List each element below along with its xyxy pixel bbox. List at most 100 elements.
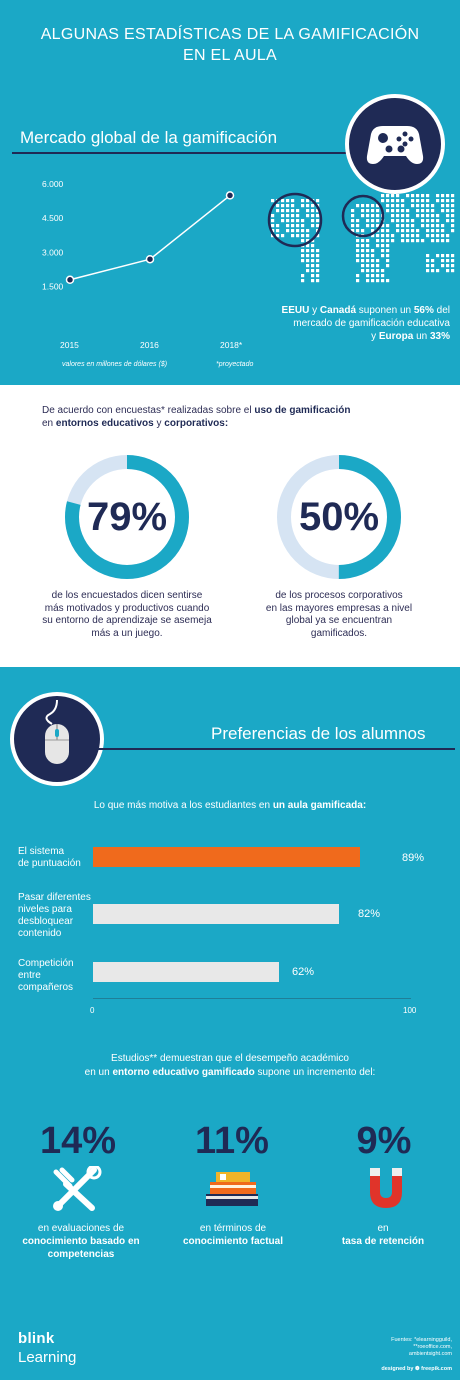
map-dot (411, 224, 415, 228)
map-dot (431, 209, 435, 213)
bar-axis (93, 998, 411, 999)
map-dot (366, 239, 370, 243)
map-dot (291, 214, 295, 218)
map-dot (436, 254, 440, 258)
map-dot (281, 209, 285, 213)
bar-label-line: El sistema (18, 846, 65, 857)
map-dot (446, 214, 450, 218)
map-dot (316, 264, 320, 268)
map-dot (381, 239, 385, 243)
map-dot (281, 214, 285, 218)
map-dot (311, 259, 315, 263)
map-dot (451, 259, 455, 263)
europe-highlight (341, 194, 385, 238)
map-dot (386, 199, 390, 203)
stat-14-value: 14% (39, 1120, 117, 1162)
map-dot (441, 209, 445, 213)
map-dot (381, 229, 385, 233)
studies-intro-d: supone un incremento del: (254, 1067, 376, 1078)
map-dot (301, 279, 305, 283)
map-dot (446, 194, 450, 198)
map-dot (366, 269, 370, 273)
map-dot (301, 199, 305, 203)
north-america-highlight (267, 192, 323, 248)
map-dot (361, 239, 365, 243)
map-dot (451, 229, 455, 233)
map-dot (311, 224, 315, 228)
map-dot (376, 204, 380, 208)
map-text-suponen: suponen un (356, 305, 414, 316)
map-dot (421, 194, 425, 198)
survey-intro-f: corporativos: (164, 418, 229, 429)
map-dot (301, 234, 305, 238)
map-dot (381, 194, 385, 198)
ring-79-caption: de los encuestados dicen sentirse más mo… (22, 590, 232, 640)
bar-label-line: compañeros (18, 982, 74, 993)
y-tick-label: 3.000 (42, 247, 64, 257)
map-dot (386, 259, 390, 263)
bar-label-line: Pasar diferentes (18, 892, 91, 903)
map-dot (396, 224, 400, 228)
map-dot (381, 224, 385, 228)
map-dot (371, 204, 375, 208)
map-dot (431, 219, 435, 223)
map-dot (441, 239, 445, 243)
ring-79-caption-line: de los encuestados dicen sentirse (51, 590, 203, 601)
map-dot (311, 264, 315, 268)
map-dot (421, 219, 425, 223)
map-dot (366, 214, 370, 218)
blink-logo: blink (18, 1330, 55, 1347)
map-dot (316, 254, 320, 258)
source-line: **roeoffice.com, (413, 1344, 452, 1350)
map-dot (401, 234, 405, 238)
map-dot (316, 274, 320, 278)
map-dot (431, 259, 435, 263)
bar-label-niveles: Pasar diferentes niveles para desbloquea… (18, 892, 98, 940)
stat-11-caption-line2: conocimiento factual (182, 1236, 283, 1247)
world-map (267, 192, 455, 283)
map-dot (376, 259, 380, 263)
map-dot (281, 204, 285, 208)
map-dot (426, 214, 430, 218)
map-dot (426, 259, 430, 263)
map-dot (401, 229, 405, 233)
line-point (65, 275, 75, 285)
map-dot (356, 224, 360, 228)
map-dot (311, 204, 315, 208)
map-dot (386, 209, 390, 213)
ring-50-caption-line: en las mayores empresas a nivel (265, 602, 413, 614)
map-dot (361, 254, 365, 258)
map-dot (441, 259, 445, 263)
map-dot (451, 204, 455, 208)
map-dot (416, 204, 420, 208)
map-dot (451, 214, 455, 218)
map-dot (306, 269, 310, 273)
map-dot (446, 219, 450, 223)
map-dot (361, 264, 365, 268)
stat-9-caption-line1: en (377, 1223, 389, 1234)
map-dot (391, 219, 395, 223)
map-dot (356, 249, 360, 253)
studies-intro-line1: Estudios** demuestran que el desempeño a… (111, 1053, 349, 1064)
bar-axis-min: 0 (90, 1006, 95, 1015)
map-dot (271, 229, 275, 233)
map-text-un: un (413, 331, 430, 342)
map-dot (356, 229, 360, 233)
ring-50-value: 50% (298, 495, 380, 539)
map-dot (271, 214, 275, 218)
bar-label-line: entre (18, 970, 41, 981)
bar-label-competicion: Competición entre compañeros (18, 958, 92, 994)
map-dot (396, 219, 400, 223)
map-dot (451, 254, 455, 258)
map-dot (366, 249, 370, 253)
map-dot (406, 214, 410, 218)
map-dot (311, 209, 315, 213)
map-dot (446, 209, 450, 213)
map-dot (366, 274, 370, 278)
map-dot (311, 249, 315, 253)
prefs-intro: Lo que más motiva a los estudiantes en u… (0, 800, 460, 811)
map-dot (421, 199, 425, 203)
map-dot (366, 204, 370, 208)
x-tick-label: 2015 (60, 340, 79, 350)
ring-50-caption: de los procesos corporativos en las mayo… (234, 590, 444, 640)
